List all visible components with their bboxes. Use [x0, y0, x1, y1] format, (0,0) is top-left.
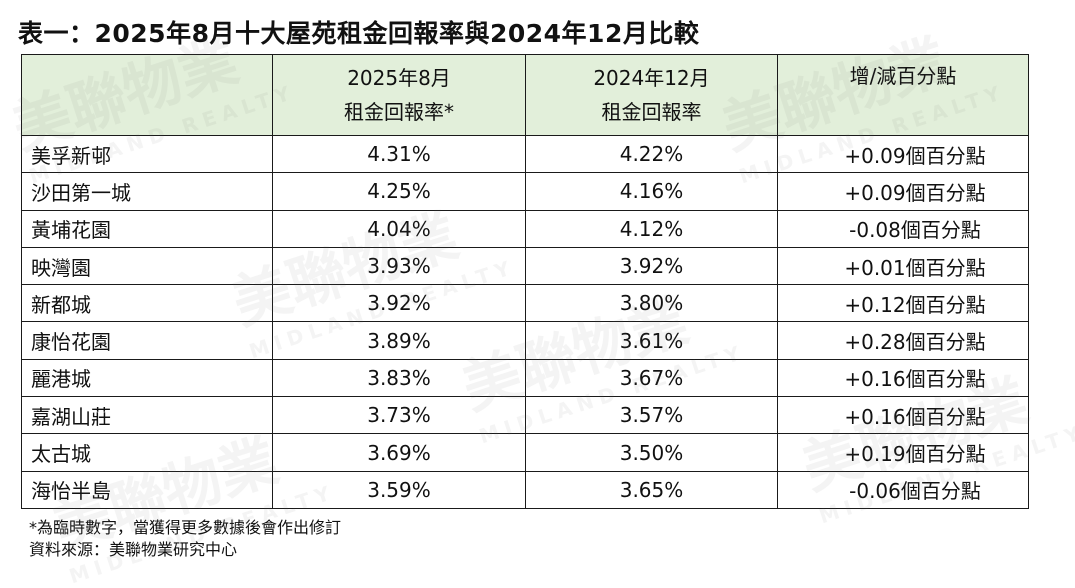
yield-change: -0.06個百分點 [777, 470, 1029, 509]
header-dec-2024-line1: 2024年12月 [593, 66, 710, 90]
header-row: 2025年8月 租金回報率* 2024年12月 租金回報率 增/減百分點 [21, 54, 1029, 136]
yield-dec-2024: 3.61% [525, 321, 778, 360]
yield-aug-2025: 4.04% [272, 209, 526, 248]
header-change-label: 增/減百分點 [849, 64, 957, 88]
estate-name: 沙田第一城 [21, 172, 273, 211]
table-row: 黃埔花園 4.04% 4.12% -0.08個百分點 [21, 209, 1029, 248]
header-aug-2025-line1: 2025年8月 [347, 66, 451, 90]
estate-name: 新都城 [21, 284, 273, 323]
table-row: 沙田第一城 4.25% 4.16% +0.09個百分點 [21, 172, 1029, 211]
yield-aug-2025: 3.59% [272, 470, 526, 509]
estate-name: 映灣園 [21, 246, 273, 286]
yield-change: +0.09個百分點 [777, 134, 1029, 174]
yield-aug-2025: 4.31% [272, 134, 526, 174]
yield-change: +0.16個百分點 [777, 396, 1029, 435]
table-row: 嘉湖山莊 3.73% 3.57% +0.16個百分點 [21, 396, 1029, 435]
estate-name: 康怡花園 [21, 321, 273, 360]
yield-dec-2024: 3.65% [525, 470, 778, 509]
yield-dec-2024: 4.16% [525, 172, 778, 211]
yield-change: +0.28個百分點 [777, 321, 1029, 360]
yield-aug-2025: 4.25% [272, 172, 526, 211]
estate-name: 海怡半島 [21, 470, 273, 509]
yield-dec-2024: 3.80% [525, 284, 778, 323]
table-row: 映灣園 3.93% 3.92% +0.01個百分點 [21, 246, 1029, 286]
yield-aug-2025: 3.69% [272, 433, 526, 472]
yield-change: -0.08個百分點 [777, 209, 1029, 248]
source-note: 資料來源：美聯物業研究中心 [29, 540, 238, 559]
rental-yield-table: 2025年8月 租金回報率* 2024年12月 租金回報率 增/減百分點 美孚新… [21, 54, 1029, 509]
header-estate [21, 54, 273, 136]
yield-dec-2024: 4.22% [525, 134, 778, 174]
yield-aug-2025: 3.92% [272, 284, 526, 323]
table-row: 新都城 3.92% 3.80% +0.12個百分點 [21, 284, 1029, 323]
footnote: *為臨時數字，當獲得更多數據後會作出修訂 [29, 518, 342, 537]
estate-name: 太古城 [21, 433, 273, 472]
yield-dec-2024: 3.92% [525, 246, 778, 286]
yield-aug-2025: 3.89% [272, 321, 526, 360]
yield-dec-2024: 4.12% [525, 209, 778, 248]
yield-aug-2025: 3.83% [272, 358, 526, 398]
header-aug-2025-line2: 租金回報率* [344, 100, 454, 124]
yield-change: +0.16個百分點 [777, 358, 1029, 398]
table-row: 太古城 3.69% 3.50% +0.19個百分點 [21, 433, 1029, 472]
estate-name: 美孚新邨 [21, 134, 273, 174]
header-change: 增/減百分點 [777, 54, 1029, 136]
header-dec-2024-line2: 租金回報率 [601, 100, 702, 124]
table-title: 表一：2025年8月十大屋苑租金回報率與2024年12月比較 [18, 19, 700, 48]
yield-change: +0.01個百分點 [777, 246, 1029, 286]
yield-aug-2025: 3.73% [272, 396, 526, 435]
header-dec-2024-yield: 2024年12月 租金回報率 [525, 54, 778, 136]
yield-dec-2024: 3.67% [525, 358, 778, 398]
yield-dec-2024: 3.57% [525, 396, 778, 435]
yield-aug-2025: 3.93% [272, 246, 526, 286]
table-row: 麗港城 3.83% 3.67% +0.16個百分點 [21, 358, 1029, 398]
table-row: 美孚新邨 4.31% 4.22% +0.09個百分點 [21, 134, 1029, 174]
yield-change: +0.09個百分點 [777, 172, 1029, 211]
yield-change: +0.12個百分點 [777, 284, 1029, 323]
estate-name: 嘉湖山莊 [21, 396, 273, 435]
header-aug-2025-yield: 2025年8月 租金回報率* [272, 54, 526, 136]
estate-name: 麗港城 [21, 358, 273, 398]
yield-dec-2024: 3.50% [525, 433, 778, 472]
table-notes: *為臨時數字，當獲得更多數據後會作出修訂 資料來源：美聯物業研究中心 [29, 517, 341, 561]
table-row: 康怡花園 3.89% 3.61% +0.28個百分點 [21, 321, 1029, 360]
table-row: 海怡半島 3.59% 3.65% -0.06個百分點 [21, 470, 1029, 509]
estate-name: 黃埔花園 [21, 209, 273, 248]
yield-change: +0.19個百分點 [777, 433, 1029, 472]
